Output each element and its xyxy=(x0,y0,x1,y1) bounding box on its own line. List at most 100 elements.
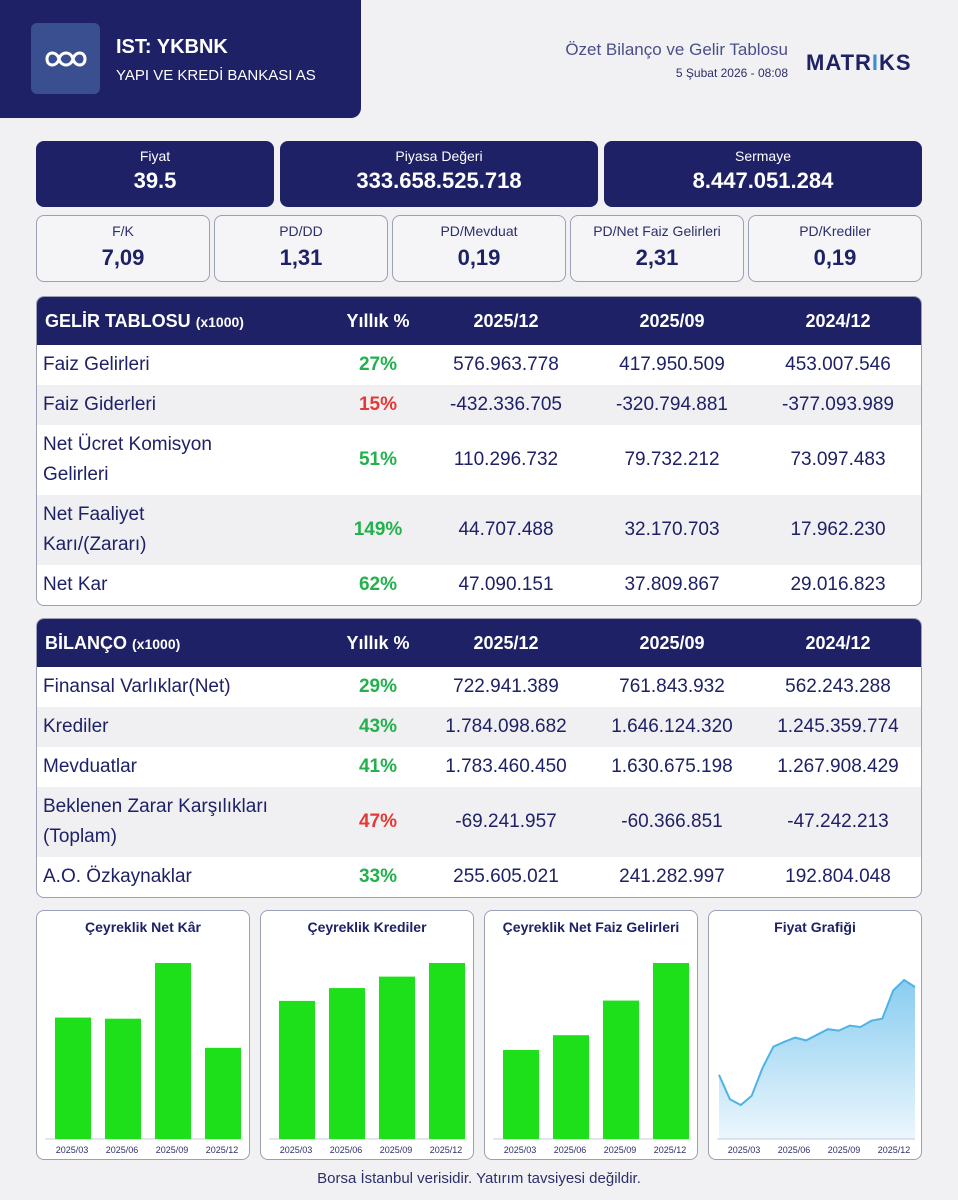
kpi-value: 7,09 xyxy=(101,245,145,270)
row-value: 1.245.359.774 xyxy=(777,716,899,737)
row-label: Beklenen Zarar Karşılıkları (Toplam) xyxy=(43,796,268,847)
bar xyxy=(205,1047,241,1139)
header-panel: IST: YKBNK YAPI VE KREDİ BANKASI AS xyxy=(0,0,361,118)
bank-logo-icon xyxy=(31,23,100,94)
price-area xyxy=(719,980,915,1139)
bar xyxy=(603,1000,639,1139)
row-value: 1.630.675.198 xyxy=(611,756,733,777)
row-value: 1.646.124.320 xyxy=(611,716,733,737)
tick-label: 2025/06 xyxy=(554,1145,587,1155)
row-change: 29% xyxy=(358,676,398,697)
row-value: 453.007.546 xyxy=(785,354,891,375)
balance-sheet-table: BİLANÇO (x1000) Yıllık % 2025/12 2025/09… xyxy=(36,618,922,898)
income-statement-table: GELİR TABLOSU (x1000) Yıllık % 2025/12 2… xyxy=(36,296,922,606)
row-value: 47.090.151 xyxy=(458,574,554,595)
tick-label: 2025/12 xyxy=(654,1145,687,1155)
tick-label: 2025/06 xyxy=(778,1145,811,1155)
kpi-label: Piyasa Değeri xyxy=(395,148,483,164)
tick-label: 2025/12 xyxy=(430,1145,463,1155)
table-row: Mevduatlar 41% 1.783.460.450 1.630.675.1… xyxy=(37,747,921,787)
chart-svg: 2025/03 2025/06 2025/09 2025/12 xyxy=(269,963,467,1155)
col-header: 2025/09 xyxy=(639,632,705,653)
kpi-label: Sermaye xyxy=(734,148,792,164)
tick-label: 2025/03 xyxy=(56,1145,89,1155)
bar xyxy=(653,963,689,1139)
kpi-label: F/K xyxy=(112,223,134,239)
col-header: 2024/12 xyxy=(805,632,871,653)
row-value: 37.809.867 xyxy=(624,574,720,595)
table-row: Krediler 43% 1.784.098.682 1.646.124.320… xyxy=(37,707,921,747)
row-label: Krediler xyxy=(43,716,109,737)
tick-label: 2025/09 xyxy=(380,1145,413,1155)
row-value: -47.242.213 xyxy=(787,811,889,832)
row-value: 1.783.460.450 xyxy=(445,756,567,777)
kpi-mcap-nii: PD/Net Faiz Gelirleri 2,31 xyxy=(570,215,744,282)
row-value: 44.707.488 xyxy=(458,519,554,540)
row-value: 79.732.212 xyxy=(624,449,720,470)
chart-svg: 2025/03 2025/06 2025/09 2025/12 xyxy=(493,963,691,1155)
kpi-mcap-loans: PD/Krediler 0,19 xyxy=(748,215,922,282)
row-value: -377.093.989 xyxy=(782,394,894,415)
table-row: Beklenen Zarar Karşılıkları (Toplam) 47%… xyxy=(37,787,921,857)
row-value: 761.843.932 xyxy=(619,676,725,697)
table-title: BİLANÇO (x1000) xyxy=(45,632,181,653)
chart-card-loans: Çeyreklik Krediler 2025/03 2025/06 2025/09… xyxy=(260,910,474,1160)
row-label: A.O. Özkaynaklar xyxy=(43,866,192,887)
row-change: 33% xyxy=(358,866,398,887)
row-value: -320.794.881 xyxy=(616,394,728,415)
row-label: Faiz Giderleri xyxy=(43,394,156,415)
row-value: 110.296.732 xyxy=(453,449,559,470)
chart-svg: 2025/03 2025/06 2025/09 2025/12 xyxy=(45,963,243,1155)
kpi-price: Fiyat 39.5 xyxy=(36,141,274,207)
kpi-capital: Sermaye 8.447.051.284 xyxy=(604,141,922,207)
bar xyxy=(429,963,465,1139)
table-row: A.O. Özkaynaklar 33% 255.605.021 241.282… xyxy=(37,857,921,897)
tick-label: 2025/03 xyxy=(280,1145,313,1155)
table-row: Faiz Gelirleri 27% 576.963.778 417.950.5… xyxy=(37,345,921,385)
row-value: 417.950.509 xyxy=(619,354,725,375)
company-name: YAPI VE KREDİ BANKASI AS xyxy=(116,67,316,84)
kpi-market-cap: Piyasa Değeri 333.658.525.718 xyxy=(280,141,598,207)
kpi-pe: F/K 7,09 xyxy=(36,215,210,282)
report-date: 5 Şubat 2026 - 08:08 xyxy=(675,66,788,80)
kpi-label: PD/Krediler xyxy=(799,223,871,239)
tick-label: 2025/06 xyxy=(106,1145,139,1155)
tick-label: 2025/03 xyxy=(728,1145,761,1155)
row-value: 722.941.389 xyxy=(453,676,559,697)
kpi-label: PD/Mevduat xyxy=(440,223,518,239)
tick-label: 2025/03 xyxy=(504,1145,537,1155)
row-value: 192.804.048 xyxy=(785,866,891,887)
chart-title: Fiyat Grafiği xyxy=(774,919,856,935)
kpi-value: 0,19 xyxy=(457,245,501,270)
col-header: 2025/12 xyxy=(473,310,539,331)
row-value: 17.962.230 xyxy=(790,519,886,540)
kpi-label: Fiyat xyxy=(139,148,171,164)
row-value: -69.241.957 xyxy=(455,811,557,832)
table-header: GELİR TABLOSU (x1000) Yıllık % 2025/12 2… xyxy=(37,297,921,345)
kpi-label: PD/Net Faiz Gelirleri xyxy=(593,223,721,239)
bar xyxy=(379,976,415,1139)
row-change: 47% xyxy=(358,811,398,832)
bar xyxy=(503,1050,539,1139)
col-header: 2024/12 xyxy=(805,310,871,331)
row-change: 51% xyxy=(358,449,398,470)
ticker-symbol: IST: YKBNK xyxy=(116,36,228,58)
kpi-value: 0,19 xyxy=(813,245,857,270)
table-row: Faiz Giderleri 15% -432.336.705 -320.794… xyxy=(37,385,921,425)
row-label: Net Ücret Komisyon Gelirleri xyxy=(43,434,212,485)
row-value: 29.016.823 xyxy=(790,574,886,595)
chart-card-price: Fiyat Grafiği 2025/03 2025/06 2025/09 2025/… xyxy=(708,910,922,1160)
row-value: 73.097.483 xyxy=(790,449,886,470)
report-title: Özet Bilanço ve Gelir Tablosu xyxy=(565,40,788,59)
kpi-pb: PD/DD 1,31 xyxy=(214,215,388,282)
chart-card-net-profit: Çeyreklik Net Kâr 2025/03 2025/06 2025/09 2… xyxy=(36,910,250,1160)
row-change: 149% xyxy=(353,519,403,540)
table-row: Net Ücret Komisyon Gelirleri 51% 110.296… xyxy=(37,425,921,495)
bar xyxy=(329,988,365,1139)
kpi-value: 2,31 xyxy=(635,245,679,270)
row-value: 576.963.778 xyxy=(453,354,559,375)
bar xyxy=(105,1018,141,1139)
tick-label: 2025/12 xyxy=(206,1145,239,1155)
row-change: 15% xyxy=(358,394,398,415)
table-row: Finansal Varlıklar(Net) 29% 722.941.389 … xyxy=(37,667,921,707)
